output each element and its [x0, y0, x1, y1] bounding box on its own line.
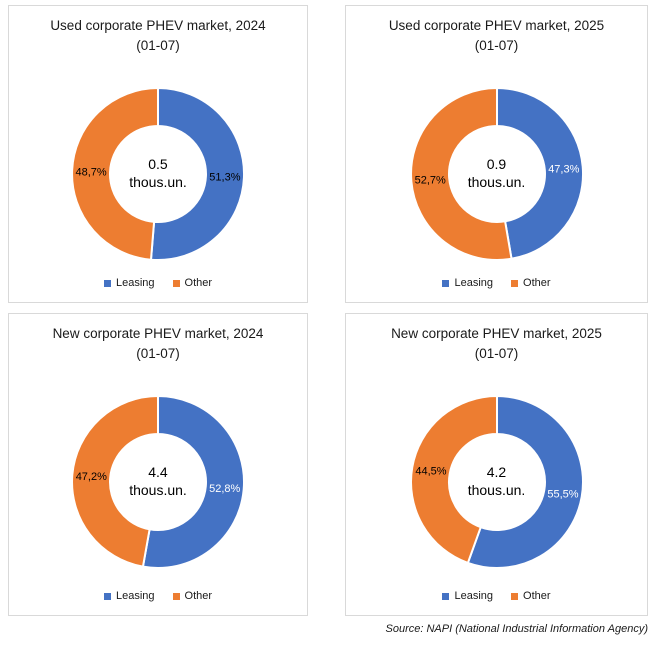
donut-svg: 52,8% 47,2%: [71, 394, 245, 569]
donut-svg: 47,3% 52,7%: [409, 86, 584, 261]
chart-title-line2: (01-07): [474, 346, 519, 362]
chart-title: Used corporate PHEV market, 2025 (01-07): [389, 16, 604, 57]
source-note: Source: NAPI (National Industrial Inform…: [385, 623, 649, 635]
donut-segment-leasing: [149, 86, 245, 261]
donut-segment-other: [71, 394, 159, 568]
donut-segment-other: [71, 86, 159, 261]
chart-title-line1: New corporate PHEV market, 2025: [391, 326, 602, 341]
segment-label-leasing: 47,3%: [548, 163, 579, 175]
donut-segment-leasing: [141, 394, 245, 569]
leasing-legend-marker: [442, 592, 450, 600]
segment-label-other: 47,2%: [76, 471, 107, 483]
other-legend-marker: [172, 592, 180, 600]
chart-title-line1: Used corporate PHEV market, 2024: [50, 18, 266, 33]
chart-panel-used-2024: Used corporate PHEV market, 2024 (01-07)…: [8, 5, 308, 303]
leasing-legend-label: Leasing: [454, 590, 494, 602]
chart-title-line1: New corporate PHEV market, 2024: [52, 326, 264, 341]
segment-label-other: 52,7%: [414, 174, 445, 186]
legend-item-leasing: Leasing: [103, 590, 155, 602]
chart-title-line1: Used corporate PHEV market, 2025: [388, 18, 605, 33]
chart-title-line2: (01-07): [474, 38, 519, 54]
donut-chart: 52,8% 47,2% 4.4 thous.un.: [43, 387, 273, 577]
other-legend-marker: [511, 592, 519, 600]
donut-svg: 51,3% 48,7%: [71, 86, 245, 261]
other-legend-label: Other: [184, 277, 213, 289]
chart-panel-new-2024: New corporate PHEV market, 2024 (01-07) …: [8, 313, 308, 616]
legend-item-leasing: Leasing: [442, 277, 493, 289]
legend-item-other: Other: [511, 590, 551, 602]
donut-segment-leasing: [466, 394, 584, 569]
other-legend-label: Other: [523, 590, 551, 602]
donut-svg: 55,5% 44,5%: [409, 394, 584, 569]
legend-item-other: Other: [511, 277, 551, 289]
other-legend-label: Other: [523, 277, 551, 289]
segment-label-other: 44,5%: [415, 465, 446, 477]
donut-segment-other: [409, 86, 513, 261]
leasing-legend-label: Leasing: [115, 277, 155, 289]
segment-label-other: 48,7%: [75, 166, 106, 178]
chart-legend: Leasing Other: [442, 590, 551, 602]
chart-legend: Leasing Other: [103, 590, 213, 602]
charts-grid: Used corporate PHEV market, 2024 (01-07)…: [8, 5, 648, 616]
chart-title-line2: (01-07): [136, 346, 180, 362]
chart-title: Used corporate PHEV market, 2024 (01-07): [50, 16, 265, 57]
chart-title: New corporate PHEV market, 2024 (01-07): [53, 324, 264, 365]
segment-label-leasing: 51,3%: [209, 171, 240, 183]
legend-item-leasing: Leasing: [442, 590, 493, 602]
leasing-legend-marker: [103, 592, 111, 600]
leasing-legend-marker: [103, 279, 111, 287]
donut-chart: 51,3% 48,7% 0.5 thous.un.: [43, 79, 273, 269]
legend-item-leasing: Leasing: [103, 277, 155, 289]
chart-panel-used-2025: Used corporate PHEV market, 2025 (01-07)…: [345, 5, 648, 303]
chart-legend: Leasing Other: [103, 277, 213, 289]
donut-chart: 55,5% 44,5% 4.2 thous.un.: [382, 387, 612, 577]
leasing-legend-marker: [442, 279, 450, 287]
leasing-legend-label: Leasing: [454, 277, 494, 289]
other-legend-label: Other: [184, 590, 213, 602]
donut-segment-leasing: [495, 86, 584, 260]
chart-title: New corporate PHEV market, 2025 (01-07): [391, 324, 602, 365]
other-legend-marker: [511, 279, 519, 287]
segment-label-leasing: 52,8%: [209, 482, 240, 494]
leasing-legend-label: Leasing: [115, 590, 155, 602]
chart-legend: Leasing Other: [442, 277, 551, 289]
legend-item-other: Other: [172, 590, 213, 602]
segment-label-leasing: 55,5%: [547, 488, 578, 500]
legend-item-other: Other: [172, 277, 213, 289]
chart-panel-new-2025: New corporate PHEV market, 2025 (01-07) …: [345, 313, 648, 616]
donut-segment-other: [409, 394, 498, 564]
chart-title-line2: (01-07): [136, 38, 180, 54]
donut-chart: 47,3% 52,7% 0.9 thous.un.: [382, 79, 612, 269]
other-legend-marker: [172, 279, 180, 287]
